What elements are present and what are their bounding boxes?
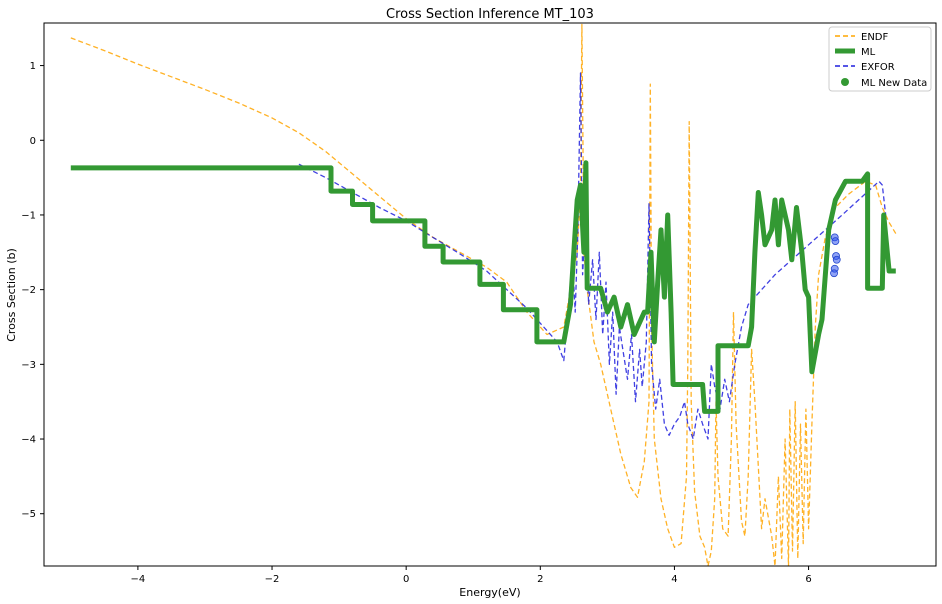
y-axis-ticks: −5 −4 −3 −2 −1 0 1 xyxy=(21,61,44,520)
series-line-exfor xyxy=(298,72,887,440)
series-layer xyxy=(70,23,897,566)
x-axis-label: Energy(eV) xyxy=(459,586,520,599)
series-line-ml xyxy=(70,160,896,414)
legend-label-ml: ML xyxy=(861,47,876,58)
legend-box xyxy=(828,26,932,92)
y-tick-label: −3 xyxy=(21,360,36,371)
plot-frame xyxy=(43,22,937,567)
chart-title: Cross Section Inference MT_103 xyxy=(386,7,594,22)
series-point-ml-new-data xyxy=(830,269,838,278)
legend: ENDF ML EXFOR ML New Data xyxy=(828,26,932,92)
x-axis-ticks: −4 −2 0 2 4 6 xyxy=(131,566,812,585)
x-tick-label: 0 xyxy=(403,574,409,585)
x-tick-label: −2 xyxy=(265,574,280,585)
y-axis-label: Cross Section (b) xyxy=(5,248,18,342)
x-tick-label: −4 xyxy=(131,574,146,585)
x-tick-label: 2 xyxy=(537,574,543,585)
series-line-endf xyxy=(70,23,897,566)
series-point-ml-new-data xyxy=(831,237,840,245)
y-tick-label: 0 xyxy=(30,136,36,147)
legend-label-ml-new-data: ML New Data xyxy=(861,78,927,89)
legend-swatch-ml-new-data xyxy=(841,78,849,86)
y-tick-label: −1 xyxy=(21,210,36,221)
y-tick-label: 1 xyxy=(30,61,36,72)
y-tick-label: −5 xyxy=(21,509,36,520)
y-tick-label: −4 xyxy=(21,435,36,446)
plot-area xyxy=(70,23,897,566)
x-tick-label: 6 xyxy=(805,574,811,585)
series-point-ml-new-data xyxy=(832,255,841,264)
legend-label-endf: ENDF xyxy=(861,32,888,43)
legend-label-exfor: EXFOR xyxy=(861,62,895,73)
y-tick-label: −2 xyxy=(21,285,36,296)
x-tick-label: 4 xyxy=(671,574,677,585)
